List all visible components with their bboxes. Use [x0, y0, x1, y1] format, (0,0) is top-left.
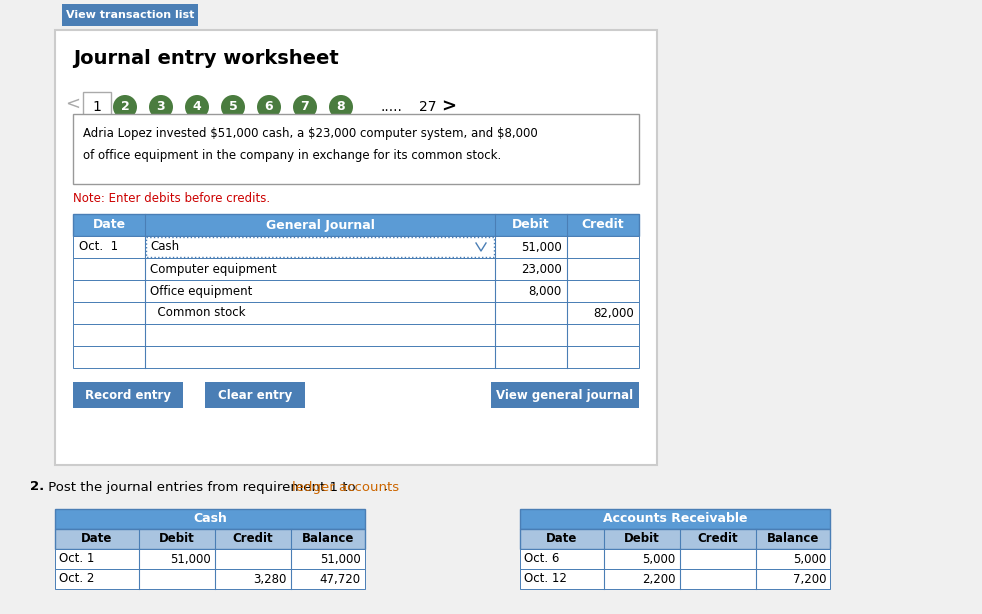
Bar [55, 509, 365, 529]
Text: Debit: Debit [624, 532, 660, 545]
Text: ledger accounts: ledger accounts [292, 481, 399, 494]
Text: .: . [384, 481, 388, 494]
Bar [83, 92, 111, 116]
Text: .....: ..... [381, 100, 403, 114]
Bar [520, 529, 830, 549]
Text: Oct. 12: Oct. 12 [524, 572, 567, 586]
Bar [73, 214, 639, 236]
Text: Credit: Credit [581, 219, 625, 231]
Bar [73, 302, 639, 324]
Bar [491, 382, 639, 408]
Text: Cash: Cash [193, 513, 227, 526]
Bar [520, 509, 830, 529]
Circle shape [149, 95, 173, 119]
Text: Date: Date [82, 532, 113, 545]
Text: 7,200: 7,200 [792, 572, 826, 586]
Text: Date: Date [546, 532, 577, 545]
Text: Debit: Debit [513, 219, 550, 231]
Bar [55, 30, 657, 465]
Text: Adria Lopez invested $51,000 cash, a $23,000 computer system, and $8,000: Adria Lopez invested $51,000 cash, a $23… [83, 128, 538, 141]
Text: 51,000: 51,000 [170, 553, 211, 565]
Bar [73, 114, 639, 184]
Text: 27: 27 [419, 100, 437, 114]
Bar [73, 258, 639, 280]
Text: Oct. 1: Oct. 1 [59, 553, 94, 565]
Text: Note: Enter debits before credits.: Note: Enter debits before credits. [73, 192, 270, 204]
Text: 2: 2 [121, 101, 130, 114]
Text: 51,000: 51,000 [521, 241, 562, 254]
Text: Credit: Credit [233, 532, 273, 545]
Text: Post the journal entries from requirement 1 to: Post the journal entries from requiremen… [44, 481, 359, 494]
Text: 7: 7 [300, 101, 309, 114]
Text: 23,000: 23,000 [521, 263, 562, 276]
Text: 51,000: 51,000 [320, 553, 361, 565]
Text: Computer equipment: Computer equipment [150, 263, 277, 276]
Bar [73, 382, 183, 408]
Text: Balance: Balance [301, 532, 354, 545]
Circle shape [221, 95, 245, 119]
Circle shape [257, 95, 281, 119]
Text: 3: 3 [157, 101, 165, 114]
Bar [146, 237, 494, 257]
Text: Cash: Cash [150, 241, 179, 254]
Text: Journal entry worksheet: Journal entry worksheet [73, 49, 339, 68]
Text: 5,000: 5,000 [792, 553, 826, 565]
Bar [55, 569, 365, 589]
Bar [55, 529, 365, 549]
Text: 5,000: 5,000 [642, 553, 676, 565]
Text: Debit: Debit [159, 532, 194, 545]
Text: 4: 4 [192, 101, 201, 114]
Circle shape [329, 95, 353, 119]
Text: Record entry: Record entry [85, 389, 171, 402]
Text: 2,200: 2,200 [642, 572, 676, 586]
Text: 5: 5 [229, 101, 238, 114]
Text: 3,280: 3,280 [253, 572, 287, 586]
Bar [73, 280, 639, 302]
Text: Oct. 6: Oct. 6 [524, 553, 560, 565]
Text: Credit: Credit [697, 532, 737, 545]
Bar [73, 324, 639, 346]
Text: General Journal: General Journal [265, 219, 374, 231]
Circle shape [185, 95, 209, 119]
Text: Date: Date [92, 219, 126, 231]
Text: <: < [65, 95, 80, 113]
Text: 6: 6 [265, 101, 273, 114]
Bar [205, 382, 305, 408]
Bar [73, 346, 639, 368]
Text: of office equipment in the company in exchange for its common stock.: of office equipment in the company in ex… [83, 149, 501, 163]
Text: >: > [441, 98, 456, 116]
Text: Oct. 2: Oct. 2 [59, 572, 94, 586]
Text: Common stock: Common stock [150, 306, 246, 319]
Text: 8,000: 8,000 [528, 284, 562, 298]
Text: View transaction list: View transaction list [66, 10, 194, 20]
Circle shape [113, 95, 137, 119]
Text: 8: 8 [337, 101, 346, 114]
Text: Office equipment: Office equipment [150, 284, 252, 298]
Circle shape [293, 95, 317, 119]
Bar [55, 549, 365, 569]
Text: Balance: Balance [767, 532, 819, 545]
Text: Oct.  1: Oct. 1 [79, 241, 118, 254]
Text: 82,000: 82,000 [593, 306, 634, 319]
Text: 2.: 2. [30, 481, 44, 494]
Text: Clear entry: Clear entry [218, 389, 292, 402]
Text: Accounts Receivable: Accounts Receivable [603, 513, 747, 526]
Bar [62, 4, 198, 26]
Bar [520, 569, 830, 589]
Text: 47,720: 47,720 [320, 572, 361, 586]
Bar [520, 549, 830, 569]
Text: View general journal: View general journal [497, 389, 633, 402]
Text: 1: 1 [92, 100, 101, 114]
Bar [73, 236, 639, 258]
